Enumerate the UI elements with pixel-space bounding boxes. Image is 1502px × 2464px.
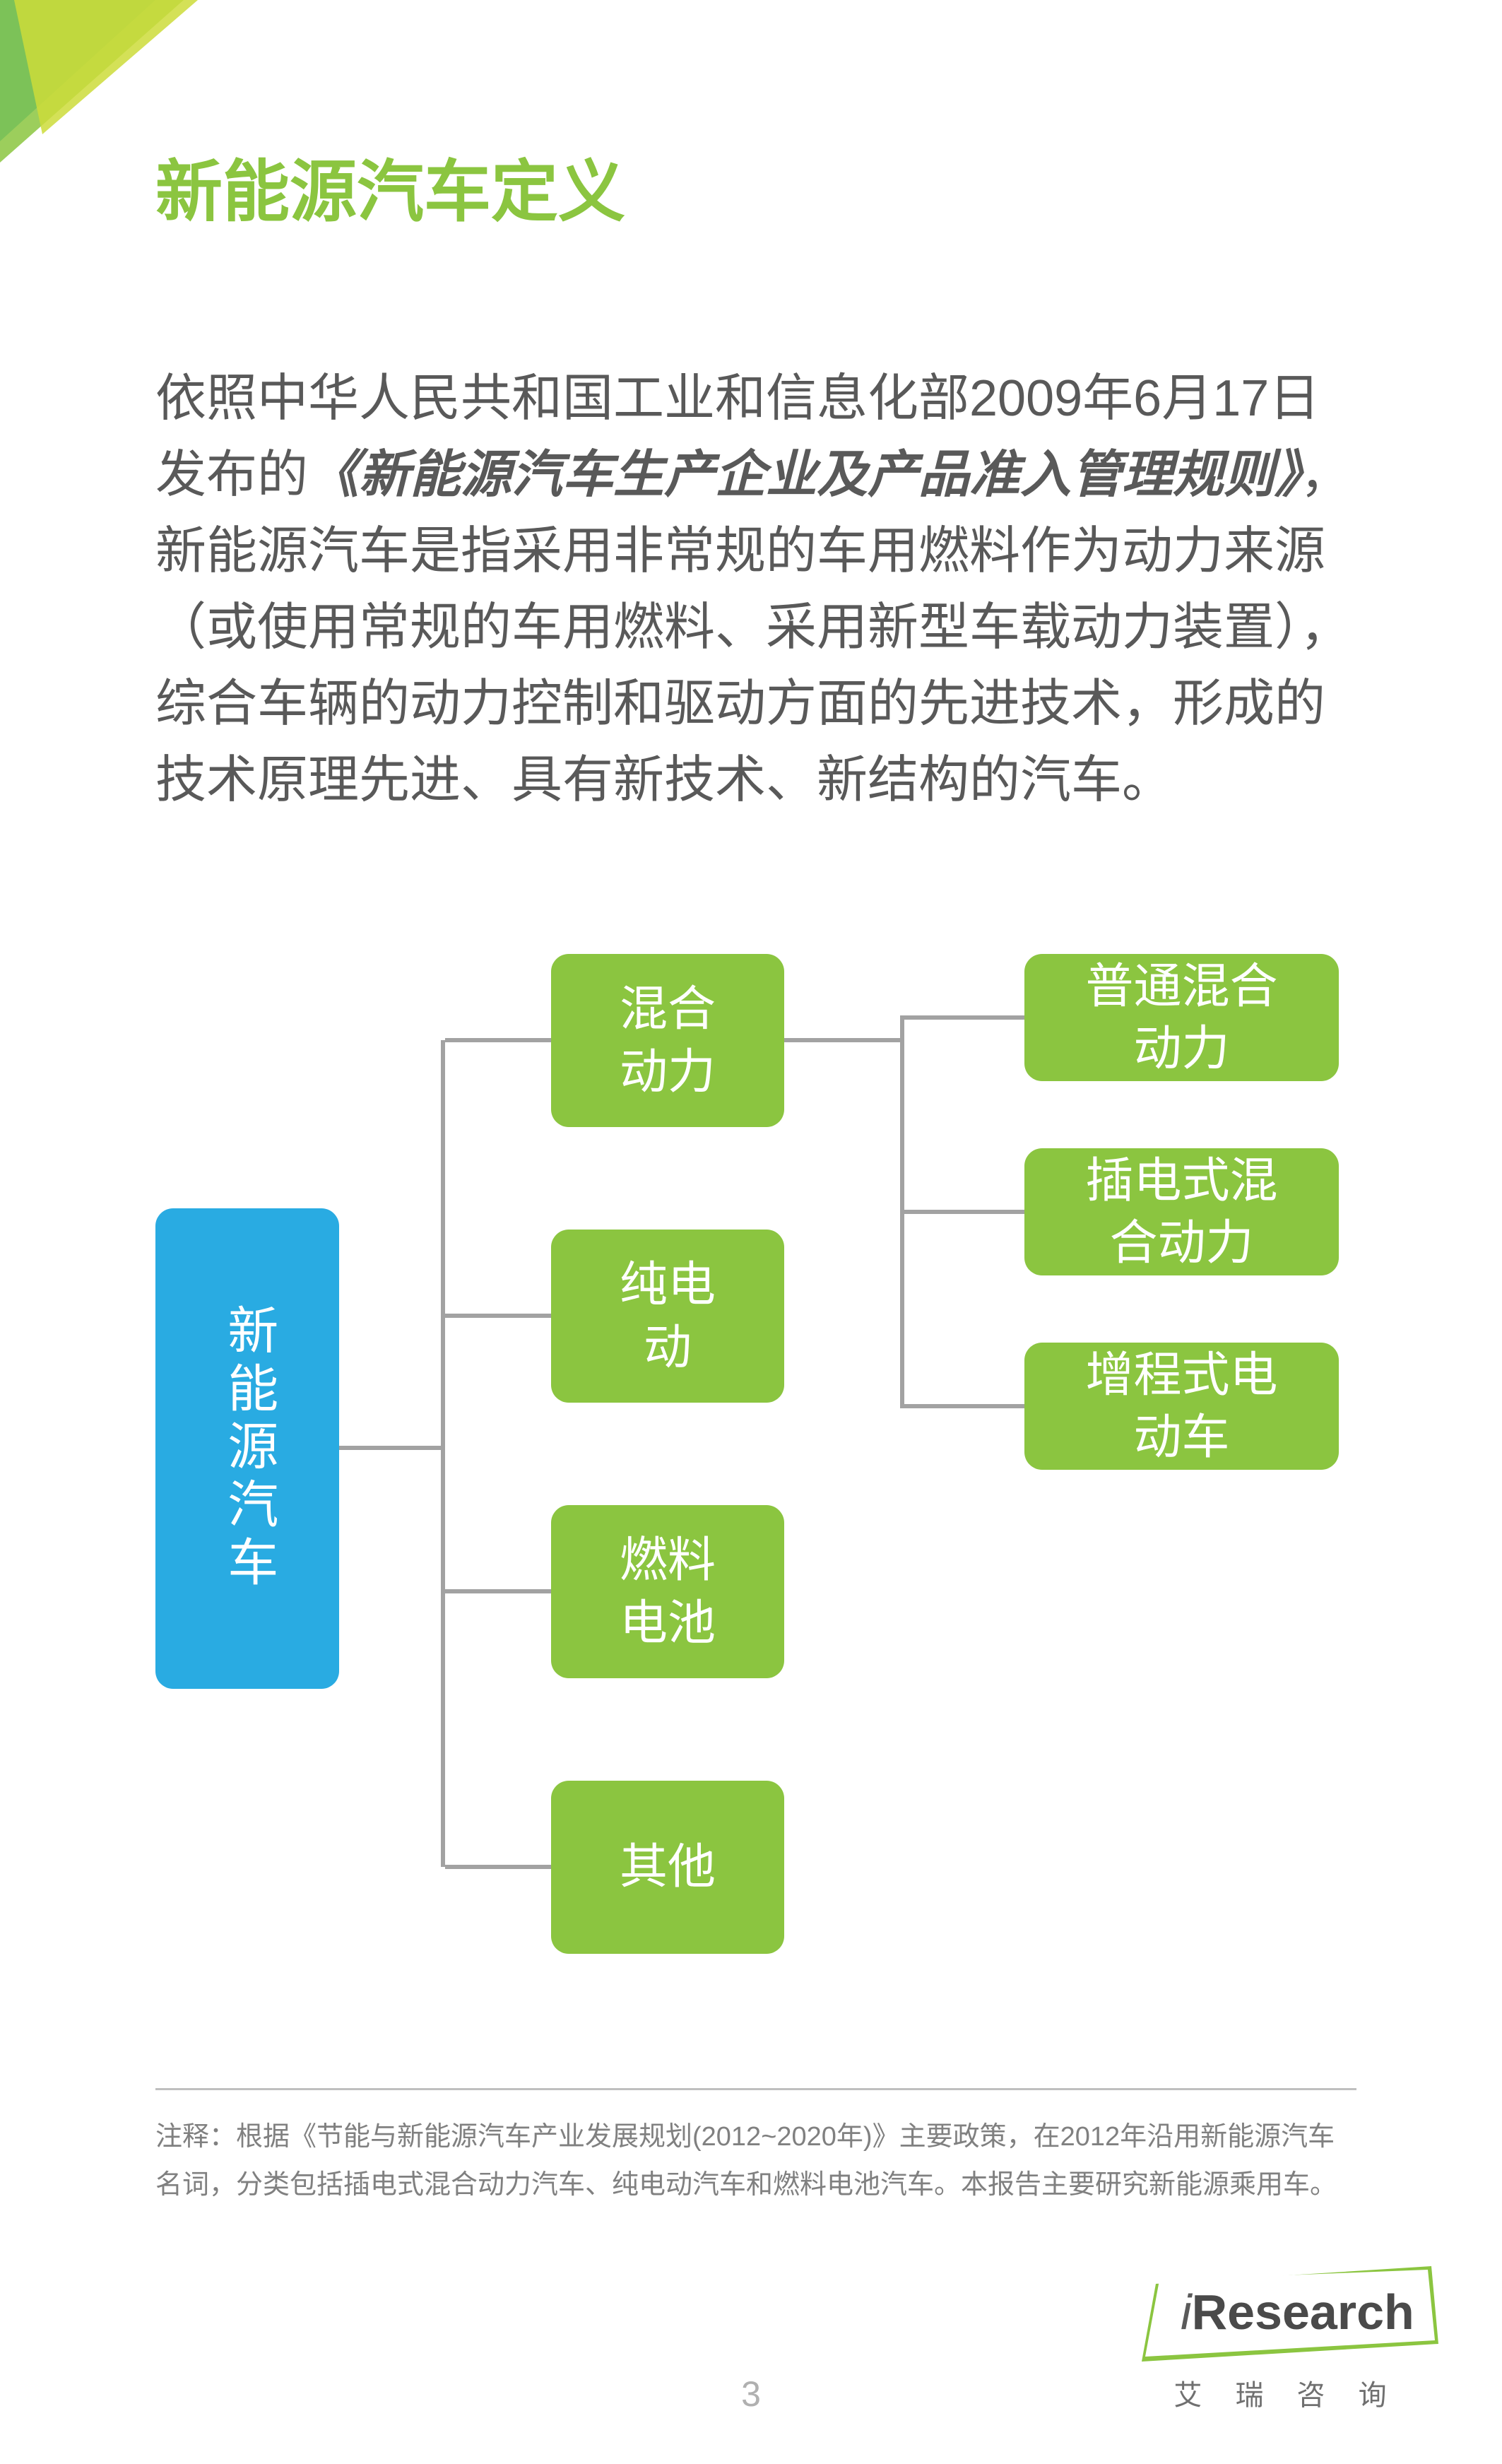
tree-l2-node: 纯电动 [551,1230,784,1403]
logo-brand: iResearch [1181,2284,1414,2340]
footnote-divider [155,2088,1356,2090]
logo-brand-i: i [1181,2285,1192,2340]
tree-l3-node: 插电式混合动力 [1024,1148,1339,1275]
desc-emphasis: 《新能源汽车生产企业及产品准入管理规则》 [308,447,1300,503]
logo-subtitle: 艾 瑞 咨 询 [1135,2372,1438,2413]
connector-line [784,1038,904,1042]
connector-line [445,1865,551,1869]
classification-tree: 新能源汽车 混合动力 纯电动 燃料电池 其他 普通混合动力 插电式混合动力 增程… [155,954,1356,2049]
connector-line [339,1446,445,1450]
tree-l3-node: 普通混合动力 [1024,954,1339,1081]
connector-line [904,1404,1024,1408]
tree-l2-node: 混合动力 [551,954,784,1127]
connector-line [904,1210,1024,1214]
iresearch-logo: iResearch 艾 瑞 咨 询 [1135,2266,1438,2422]
connector-line [445,1589,551,1593]
tree-root-node: 新能源汽车 [155,1208,339,1689]
connector-line [904,1015,1024,1020]
footnote-text: 注释：根据《节能与新能源汽车产业发展规划(2012~2020年)》主要政策，在2… [155,2113,1356,2210]
tree-l2-node: 其他 [551,1781,784,1954]
page-title: 新能源汽车定义 [155,138,625,235]
connector-line [441,1040,445,1867]
logo-brand-rest: Research [1192,2285,1414,2340]
connector-line [445,1038,551,1042]
page-number: 3 [741,2374,761,2415]
definition-paragraph: 依照中华人民共和国工业和信息化部2009年6月17日发布的《新能源汽车生产企业及… [155,360,1356,818]
tree-l3-node: 增程式电动车 [1024,1343,1339,1470]
connector-line [445,1314,551,1318]
tree-l2-node: 燃料电池 [551,1505,784,1678]
